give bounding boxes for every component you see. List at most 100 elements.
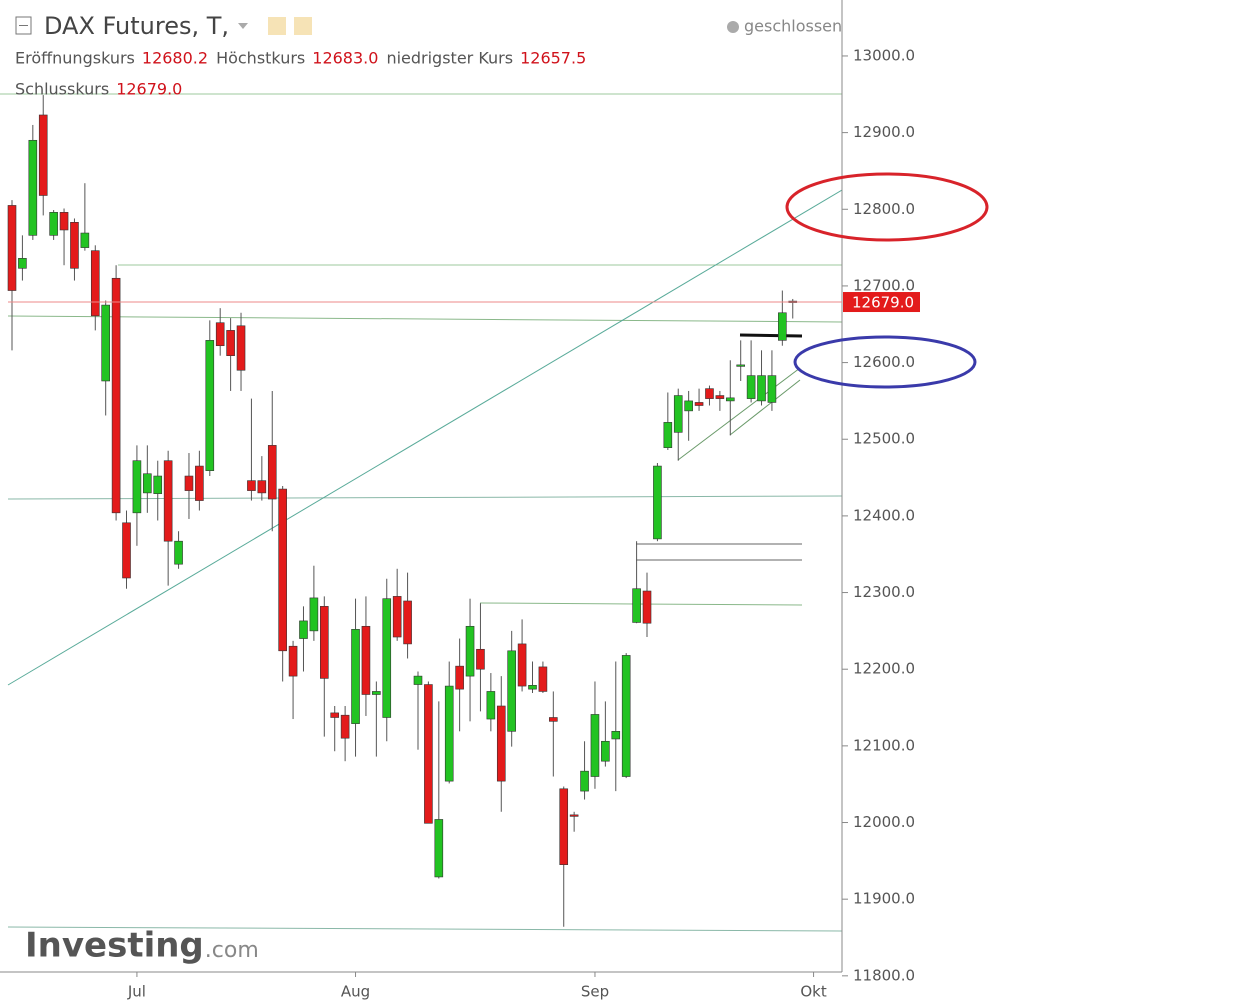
y-tick-label: 11800.0 xyxy=(853,966,915,984)
candle-body xyxy=(767,375,777,403)
candle-body xyxy=(382,598,392,718)
legend-value: 12679.0 xyxy=(116,80,182,99)
trend-line xyxy=(479,602,803,606)
candle-body xyxy=(611,730,621,740)
candle-body xyxy=(59,212,69,231)
legend-value: 12683.0 xyxy=(312,49,378,68)
candle-body xyxy=(372,691,381,695)
candle-body xyxy=(569,814,579,817)
candle-body xyxy=(392,596,402,638)
candle-body xyxy=(424,684,433,824)
candle-body xyxy=(413,675,423,685)
candle-body xyxy=(28,139,38,236)
trend-line xyxy=(729,379,801,436)
legend-name: Eröffnungskurs xyxy=(15,49,135,68)
y-tick-label: 12700.0 xyxy=(853,276,915,294)
candle-body xyxy=(549,717,558,722)
trend-line xyxy=(7,926,842,932)
candle-body xyxy=(580,770,589,792)
candle-body xyxy=(538,666,548,692)
candle-body xyxy=(621,655,631,777)
highlight-ellipse xyxy=(793,335,977,389)
y-tick-label: 12500.0 xyxy=(853,430,915,448)
candle-body xyxy=(90,250,100,317)
price-tag xyxy=(843,292,920,313)
watermark-suffix: .com xyxy=(205,938,259,963)
trend-line xyxy=(677,367,801,461)
candle-body xyxy=(163,460,173,542)
y-tick-label: 11900.0 xyxy=(853,890,915,908)
candle-body xyxy=(486,691,496,720)
candle-body xyxy=(746,375,756,399)
candle-body xyxy=(184,475,194,491)
candle-body xyxy=(444,685,454,782)
candle-body xyxy=(195,465,204,501)
candle-body xyxy=(528,685,537,690)
candle-body xyxy=(122,522,131,579)
candle-body xyxy=(330,712,340,718)
candle-body xyxy=(496,705,506,782)
candle-body xyxy=(7,205,17,291)
candle-body xyxy=(309,597,319,632)
candle-body xyxy=(507,650,516,732)
icon[interactable] xyxy=(294,17,312,35)
status-dot xyxy=(727,21,739,33)
collapse-icon[interactable] xyxy=(15,16,32,35)
icon[interactable] xyxy=(268,17,286,35)
candle-body xyxy=(632,588,641,623)
y-tick-label: 13000.0 xyxy=(853,46,915,64)
candle-body xyxy=(340,714,350,739)
legend-name: Höchstkurs xyxy=(216,49,305,68)
highlight-ellipse xyxy=(785,172,989,242)
dropdown-icon[interactable] xyxy=(238,23,248,29)
candle-body xyxy=(174,540,183,565)
candle-body xyxy=(18,258,27,269)
header: DAX Futures, T, geschlossen xyxy=(15,12,842,40)
y-tick-label: 12000.0 xyxy=(853,813,915,831)
chart-title: DAX Futures, T, xyxy=(44,12,229,40)
candle-body xyxy=(101,304,110,382)
y-tick-label: 12400.0 xyxy=(853,506,915,524)
candle-body xyxy=(215,322,225,347)
candle-body xyxy=(684,400,693,412)
legend-name: Schlusskurs xyxy=(15,80,109,99)
candle-body xyxy=(299,620,308,639)
candle-body xyxy=(153,475,163,494)
candle-body xyxy=(673,395,683,433)
candle-body xyxy=(226,330,235,356)
candle-body xyxy=(601,740,610,762)
y-tick-label: 12800.0 xyxy=(853,200,915,218)
candle-body xyxy=(247,480,256,491)
legend-name: niedrigster Kurs xyxy=(386,49,513,68)
candle-body xyxy=(70,222,79,269)
candle-body xyxy=(715,395,725,399)
candle-body xyxy=(361,625,371,695)
legend-value: 12680.2 xyxy=(142,49,208,68)
x-tick-label: Okt xyxy=(800,983,826,1001)
candle-body xyxy=(351,629,360,724)
candle-body xyxy=(278,488,287,652)
candle-body xyxy=(455,665,464,690)
x-tick-label: Jul xyxy=(127,983,146,1001)
candle-body xyxy=(288,645,298,677)
legend: Eröffnungskurs 12680.2 Höchstkurs 12683.0 ni… xyxy=(15,49,586,99)
status: geschlossen xyxy=(744,17,842,36)
y-tick-label: 12100.0 xyxy=(853,736,915,754)
y-tick-label: 12600.0 xyxy=(853,353,915,371)
candles xyxy=(7,95,798,927)
candle-body xyxy=(476,648,485,670)
candle-body xyxy=(725,397,735,402)
candle-body xyxy=(49,212,58,236)
candle-body xyxy=(465,625,475,677)
candle-body xyxy=(736,364,746,367)
candle-body xyxy=(80,232,90,248)
candle-body xyxy=(403,600,412,645)
candle-body xyxy=(434,819,444,878)
candle-body xyxy=(132,460,142,514)
candle-body xyxy=(705,388,714,399)
candle-body xyxy=(143,473,152,494)
candle-body xyxy=(38,114,48,196)
candle-body xyxy=(319,606,329,679)
